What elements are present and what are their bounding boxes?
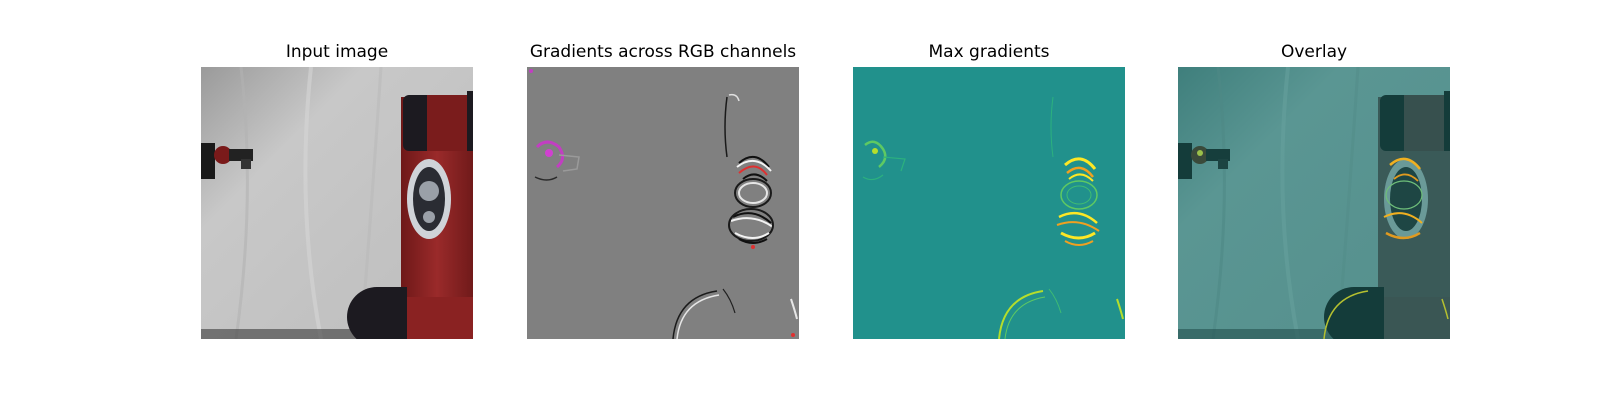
panel-title-max-gradients: Max gradients	[928, 42, 1050, 62]
panel-input-image: Input image	[201, 0, 473, 400]
panel-rgb-gradients: Gradients across RGB channels	[527, 0, 799, 400]
gradient-overlay-image	[1178, 67, 1450, 339]
panel-overlay: Overlay	[1178, 0, 1450, 400]
max-gradient-heatmap	[853, 67, 1125, 339]
input-image	[201, 67, 473, 339]
rgb-gradient-map	[527, 67, 799, 339]
panel-title-overlay: Overlay	[1280, 42, 1348, 62]
panel-title-rgb-gradients: Gradients across RGB channels	[529, 42, 797, 62]
panel-max-gradients: Max gradients	[853, 0, 1125, 400]
panel-title-input-image: Input image	[285, 42, 389, 62]
